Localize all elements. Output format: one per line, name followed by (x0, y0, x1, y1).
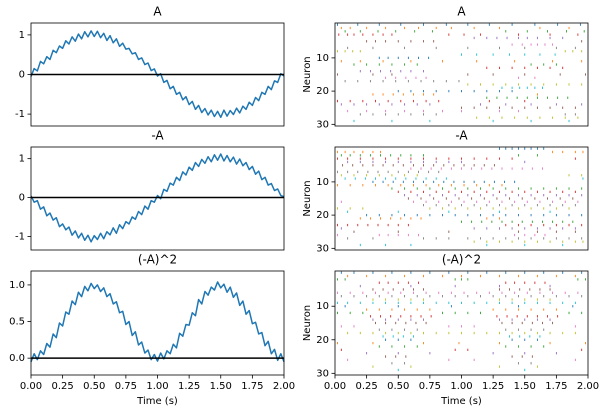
y-tick-label: 30 (316, 368, 329, 379)
x-tick-label: 1.75 (241, 381, 263, 392)
x-tick-label: 1.50 (514, 381, 536, 392)
x-tick-label: 0.25 (355, 381, 377, 392)
panel-title: A (153, 5, 162, 19)
x-tick-label: 1.00 (146, 381, 168, 392)
panel-title: -A (455, 129, 468, 143)
x-tick-label: 0.50 (83, 381, 105, 392)
x-tick-label: 0.25 (51, 381, 73, 392)
y-tick-label: -1 (15, 109, 25, 120)
y-tick-label: 30 (316, 119, 329, 130)
y-tick-label: 30 (316, 243, 329, 254)
y-axis-label: Neuron (302, 56, 313, 92)
y-tick-label: 20 (316, 335, 329, 346)
x-tick-label: 1.25 (482, 381, 504, 392)
x-tick-label: 1.00 (450, 381, 472, 392)
x-tick-label: 1.75 (545, 381, 567, 392)
panel-title: (-A)^2 (138, 253, 177, 267)
x-tick-label: 0.00 (20, 381, 42, 392)
y-axis-label: Neuron (302, 180, 313, 216)
y-tick-label: 1 (19, 30, 25, 41)
panel-title: -A (151, 129, 164, 143)
signal-line (30, 153, 285, 243)
signal-line (30, 30, 285, 119)
panel-title: A (457, 5, 466, 19)
x-tick-label: 1.25 (178, 381, 200, 392)
x-axis-label: Time (s) (440, 396, 482, 407)
x-tick-label: 0.75 (115, 381, 137, 392)
x-tick-label: 2.00 (577, 381, 599, 392)
y-tick-label: 10 (316, 177, 329, 188)
x-tick-label: 0.75 (419, 381, 441, 392)
signal-line (30, 281, 285, 363)
x-tick-label: 2.00 (273, 381, 295, 392)
y-tick-label: 0 (19, 70, 25, 81)
y-tick-label: -1 (15, 231, 25, 242)
y-tick-label: 0.0 (9, 353, 25, 364)
y-tick-label: 0 (19, 193, 25, 204)
axes-frame (334, 146, 589, 251)
x-tick-label: 1.50 (210, 381, 232, 392)
axes-frame (30, 22, 285, 127)
y-tick-label: 20 (316, 86, 329, 97)
x-tick-label: 0.00 (324, 381, 346, 392)
y-tick-label: 0.5 (9, 317, 25, 328)
x-tick-label: 0.50 (387, 381, 409, 392)
y-tick-label: 10 (316, 301, 329, 312)
axes-frame (30, 146, 285, 251)
panel-title: (-A)^2 (442, 253, 481, 267)
axes-frame (334, 270, 589, 376)
x-axis-label: Time (s) (136, 396, 178, 407)
y-axis-label: Neuron (302, 305, 313, 341)
y-tick-label: 1.0 (9, 280, 25, 291)
axes-frame (30, 270, 285, 376)
y-tick-label: 1 (19, 154, 25, 165)
y-tick-label: 10 (316, 53, 329, 64)
y-tick-label: 20 (316, 210, 329, 221)
axes-frame (334, 22, 589, 127)
